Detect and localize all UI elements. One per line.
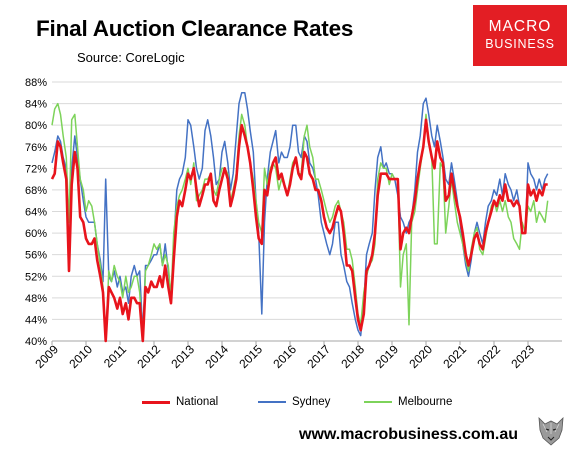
x-tick-label: 2018 [338,342,367,371]
y-tick-label: 60% [25,228,47,240]
series-group [50,92,549,343]
y-tick-label: 84% [25,99,47,111]
y-tick-label: 68% [25,185,47,197]
chart-title: Final Auction Clearance Rates [36,16,354,41]
x-tick-label: 2019 [372,342,401,371]
x-tick-label: 2014 [202,342,231,371]
x-tick-label: 2012 [134,342,163,371]
wolf-mascot-icon [535,412,567,448]
x-tick-label: 2015 [236,342,265,371]
y-tick-label: 76% [25,142,47,154]
x-tick-label: 2013 [168,342,197,371]
series-line-national [50,118,548,343]
legend-label-sydney: Sydney [292,396,331,408]
x-tick-label: 2022 [474,342,503,371]
legend-label-melbourne: Melbourne [398,396,453,408]
y-tick-label: 88% [25,77,47,89]
y-tick-label: 40% [25,336,47,348]
y-tick-label: 72% [25,163,47,175]
x-tick-label: 2023 [508,342,537,371]
legend-item-melbourne: Melbourne [364,396,452,408]
y-axis-ticks: 40% 44% 48% 52% 56% 60% 64% 68% 72% 76% 80% 84% 88% [25,77,47,348]
website-url: www.macrobusiness.com.au [299,426,519,443]
x-tick-label: 2021 [440,342,469,371]
series-line-sydney [51,92,549,337]
legend-swatch-melbourne [364,401,392,403]
y-tick-label: 44% [25,314,47,326]
x-tick-label: 2017 [304,342,333,371]
chart-subtitle: Source: CoreLogic [77,50,185,65]
x-tick-label: 2020 [406,342,435,371]
logo-line-2: BUSINESS [485,37,555,51]
y-tick-label: 48% [25,293,47,305]
x-axis-ticks: 2009 2010 2011 2012 2013 2014 2015 2016 2017 2018… [32,341,537,371]
macro-business-logo: MACRO BUSINESS [473,5,567,66]
y-tick-label: 64% [25,207,47,219]
legend-swatch-sydney [258,401,286,403]
legend-swatch-national [142,400,170,404]
legend-label-national: National [176,396,219,408]
y-tick-label: 80% [25,120,47,132]
legend-item-sydney: Sydney [258,396,330,408]
gridlines [52,81,562,342]
x-tick-label: 2010 [66,342,95,371]
legend-item-national: National [142,396,218,408]
y-tick-label: 52% [25,271,47,283]
y-tick-label: 56% [25,250,47,262]
x-tick-label: 2011 [101,342,129,370]
x-tick-label: 2016 [270,342,299,371]
logo-line-1: MACRO [488,18,552,35]
legend: National Sydney Melbourne [0,396,576,416]
